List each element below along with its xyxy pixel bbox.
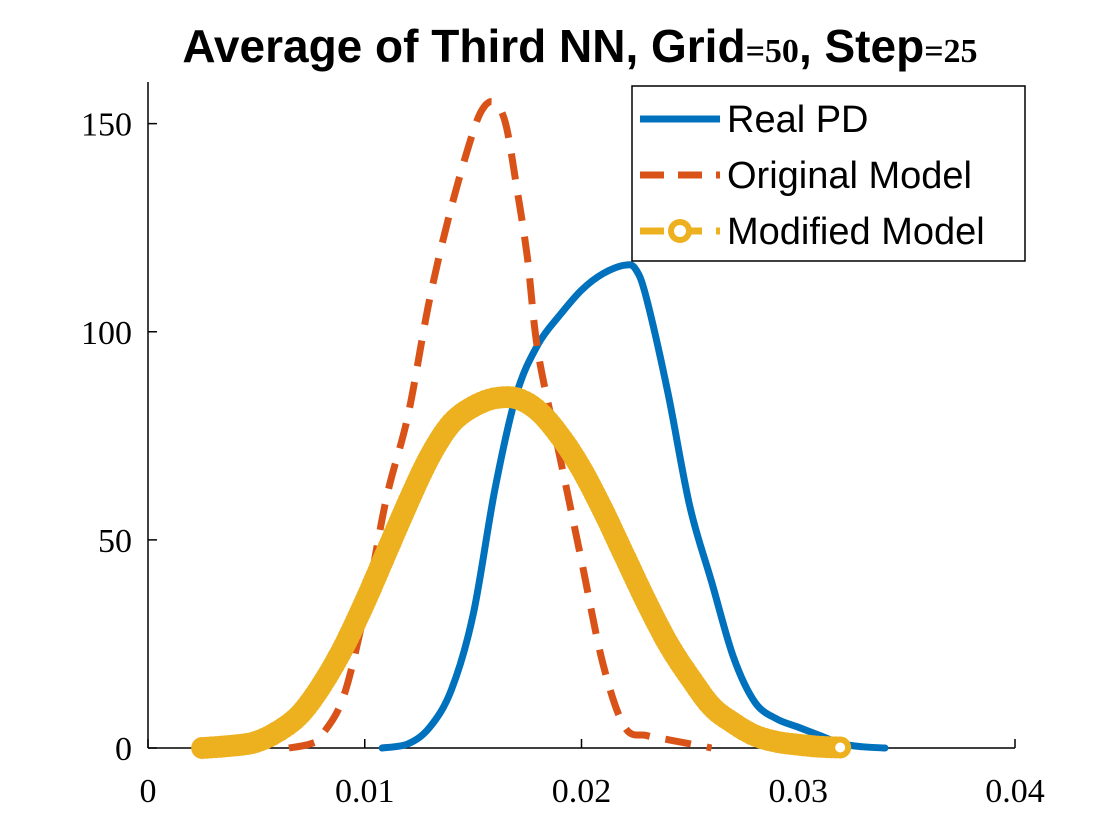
chart-title-part-1: Average of Third NN, Grid — [182, 20, 745, 72]
legend: Real PD Original Model Modified Model — [631, 85, 1026, 262]
y-tick-label: 150 — [81, 107, 132, 144]
y-tick-label: 50 — [98, 523, 132, 560]
series-marker-modified-model — [829, 736, 852, 759]
chart-title-part-4: =25 — [924, 33, 977, 70]
x-tick-label: 0.04 — [985, 773, 1045, 810]
chart-title: Average of Third NN, Grid=50, Step=25 — [182, 20, 977, 72]
legend-label-real-pd: Real PD — [727, 99, 869, 141]
series-line-real-pd — [378, 261, 889, 752]
legend-label-original-model: Original Model — [727, 155, 972, 197]
chart-title-part-2: =50 — [746, 33, 799, 70]
axes: 0 0.01 0.02 0.03 0.04 0 50 100 150 — [81, 82, 1045, 810]
x-tick-label: 0.02 — [552, 773, 612, 810]
y-tick-label: 0 — [115, 731, 132, 768]
x-tick-label: 0.03 — [769, 773, 829, 810]
series-line-modified-model — [201, 393, 842, 752]
legend-label-modified-model: Modified Model — [727, 211, 985, 253]
y-tick-label: 100 — [81, 315, 132, 352]
plot-lines — [191, 98, 889, 759]
chart-title-part-3: , Step — [799, 20, 924, 72]
x-tick-label: 0.01 — [335, 773, 395, 810]
x-tick-label: 0 — [140, 773, 157, 810]
legend-marker-modified-model — [668, 219, 692, 243]
